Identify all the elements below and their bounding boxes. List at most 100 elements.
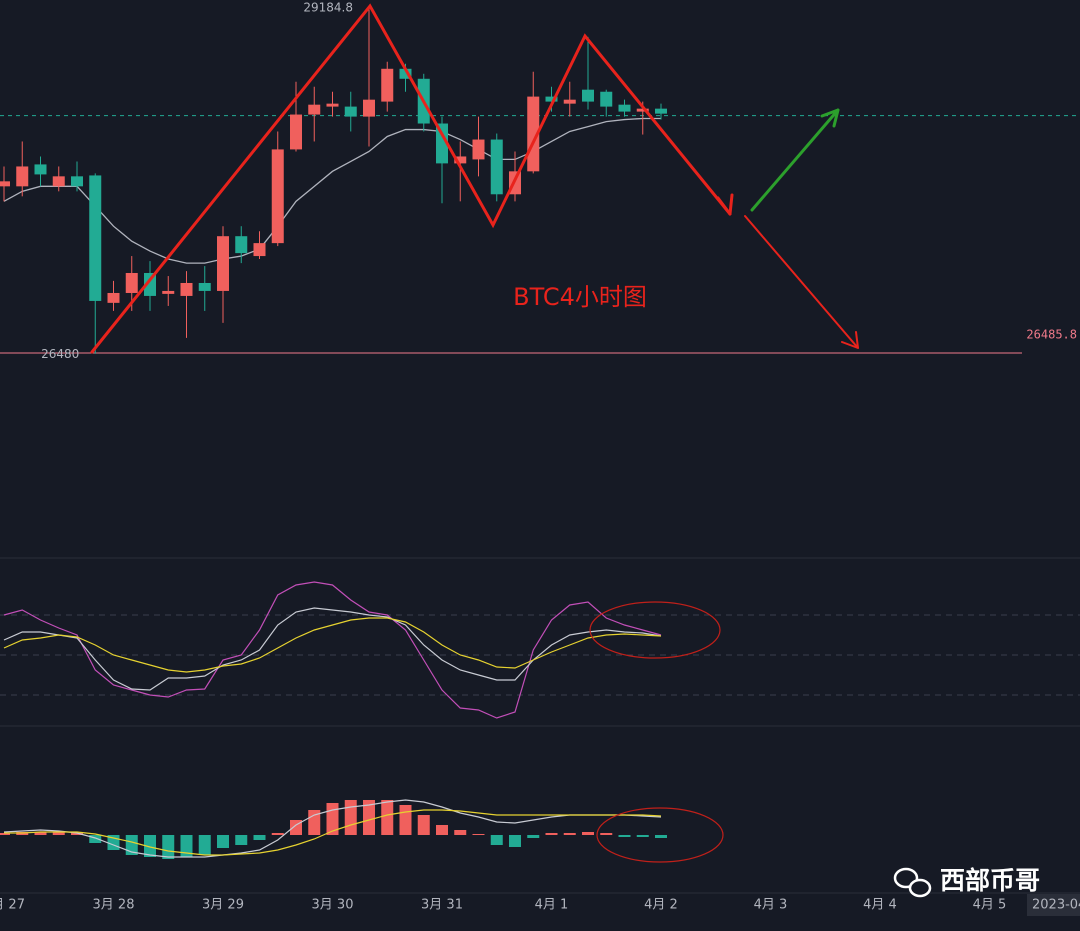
histogram-bar xyxy=(34,832,47,835)
histogram-bar xyxy=(217,835,229,848)
histogram-bar xyxy=(490,835,503,845)
indicator-line xyxy=(3,607,662,691)
candle-body xyxy=(344,106,357,117)
candle-body xyxy=(545,96,558,102)
candle-body xyxy=(363,99,375,117)
indicator-line xyxy=(4,809,662,856)
histogram-bar xyxy=(253,835,266,840)
candle-body xyxy=(582,89,594,102)
high-label: 29184.8 xyxy=(303,1,353,15)
candle-body xyxy=(16,166,29,187)
candle-body xyxy=(472,139,485,160)
watermark-icon xyxy=(893,867,932,898)
plot: 26485.8 29184.8 26480 3月 27 3月 28 3月 29 3月 30 3… xyxy=(0,1,1080,913)
candle-body xyxy=(52,176,65,187)
candle-body xyxy=(527,96,540,172)
candle-body xyxy=(490,139,503,195)
candle-body xyxy=(308,104,321,115)
histogram-bar xyxy=(363,800,375,835)
histogram-bar xyxy=(52,832,65,835)
moving-average xyxy=(3,117,661,264)
candle-body xyxy=(399,68,412,79)
histogram-bar xyxy=(198,835,211,855)
wechat-bubble xyxy=(893,867,919,889)
watermark-text: 西部币哥 xyxy=(940,866,1040,895)
zigzag xyxy=(90,3,732,354)
candle-body xyxy=(71,176,83,187)
candle-body xyxy=(217,236,229,291)
histogram-bar xyxy=(655,835,667,838)
green-arrow xyxy=(750,108,840,212)
candle-body xyxy=(235,236,248,254)
candle-body xyxy=(436,123,448,164)
highlight-ellipse xyxy=(589,601,721,659)
annotation-text: BTC4小时图 xyxy=(513,283,647,311)
histogram-bar xyxy=(563,833,576,835)
candle-body xyxy=(618,104,631,112)
x-tick-label: 3月 27 xyxy=(0,898,25,913)
time-tag-box xyxy=(1027,894,1080,916)
histogram-bar xyxy=(180,835,193,857)
candle-body xyxy=(600,91,613,107)
candle-body xyxy=(144,272,156,296)
price-line-label: 26485.8 xyxy=(1026,328,1077,342)
histogram-bar xyxy=(582,832,594,835)
candle-body xyxy=(326,103,339,107)
candle-body xyxy=(253,243,266,257)
highlight-ellipse xyxy=(596,807,724,863)
x-tick-label: 4月 1 xyxy=(535,898,569,913)
indicator-line xyxy=(3,799,662,858)
x-tick-label: 3月 28 xyxy=(93,898,135,913)
histogram-bar xyxy=(436,825,448,835)
candle-body xyxy=(198,282,211,291)
candle-body xyxy=(563,99,576,104)
histogram-bar xyxy=(0,833,10,835)
candle-body xyxy=(290,114,302,150)
histogram-bar xyxy=(472,834,485,835)
x-tick-label: 3月 30 xyxy=(312,898,354,913)
wechat-bubble xyxy=(908,878,932,898)
candle-body xyxy=(34,164,47,175)
time-tag: 2023-04 xyxy=(1032,898,1080,913)
candle-body xyxy=(381,68,394,102)
histogram-bar xyxy=(636,835,649,837)
candle-body xyxy=(180,282,193,296)
candle-body xyxy=(271,149,284,244)
arrow-head xyxy=(716,193,734,216)
histogram-bar xyxy=(381,800,394,835)
x-tick-label: 4月 5 xyxy=(973,898,1007,913)
histogram-bar xyxy=(125,835,138,855)
candle-body xyxy=(454,156,467,164)
x-tick-label: 4月 2 xyxy=(644,898,678,913)
histogram-bar xyxy=(271,833,284,835)
candle-body xyxy=(125,272,138,293)
histogram-bar xyxy=(235,835,248,845)
candle-body xyxy=(636,108,649,112)
histogram-bar xyxy=(527,835,540,838)
x-tick-label: 4月 3 xyxy=(754,898,788,913)
histogram-bar xyxy=(162,835,175,859)
x-tick-label: 3月 29 xyxy=(202,898,244,913)
histogram-bar xyxy=(399,805,412,835)
histogram-bar xyxy=(618,835,631,837)
candle-body xyxy=(162,290,175,294)
histogram-bar xyxy=(454,830,467,835)
low-label: 26480 xyxy=(41,347,79,361)
histogram-bar xyxy=(545,833,558,835)
indicator-line xyxy=(3,617,662,673)
histogram-bar xyxy=(600,833,613,835)
red-arrow xyxy=(744,215,859,349)
histogram-bar xyxy=(144,835,156,857)
histogram-bar xyxy=(344,800,357,835)
histogram-bar xyxy=(89,835,102,843)
x-tick-label: 3月 31 xyxy=(421,898,463,913)
candle-body xyxy=(107,292,120,303)
indicator-line xyxy=(3,581,662,719)
candle-body xyxy=(655,108,667,114)
x-tick-label: 4月 4 xyxy=(863,898,897,913)
candle-body xyxy=(89,175,102,301)
candle-body xyxy=(0,181,10,187)
